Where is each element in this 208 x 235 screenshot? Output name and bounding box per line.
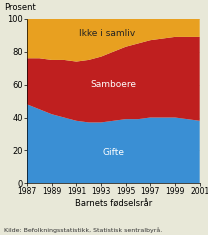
Text: Prosent: Prosent [5,3,36,12]
Text: Kilde: Befolkningsstatistikk, Statistisk sentralbyrå.: Kilde: Befolkningsstatistikk, Statistisk… [4,227,162,233]
Text: Samboere: Samboere [90,80,136,89]
Text: Ikke i samliv: Ikke i samliv [79,29,135,38]
Text: Gifte: Gifte [102,148,124,157]
X-axis label: Barnets fødselsrår: Barnets fødselsrår [75,199,152,208]
